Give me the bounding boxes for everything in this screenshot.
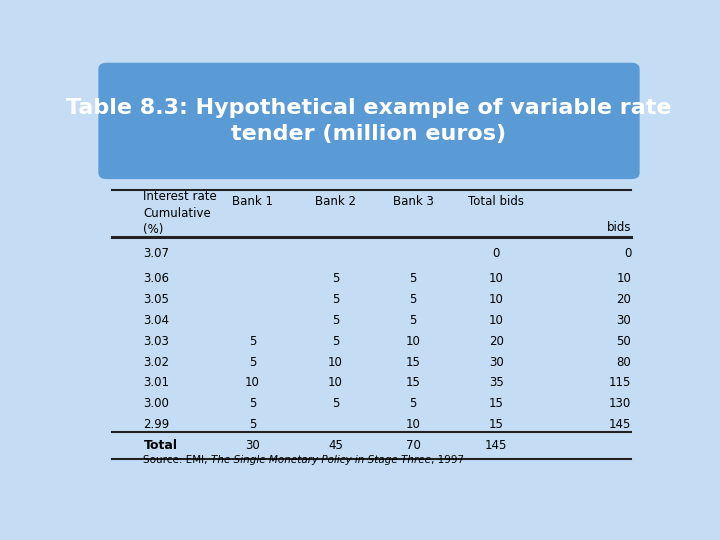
Text: 30: 30 bbox=[489, 356, 504, 369]
Text: Bank 1: Bank 1 bbox=[232, 195, 273, 208]
Text: 3.00: 3.00 bbox=[143, 397, 169, 410]
Text: 3.05: 3.05 bbox=[143, 293, 169, 306]
Text: 10: 10 bbox=[328, 356, 343, 369]
Text: 3.01: 3.01 bbox=[143, 376, 169, 389]
Text: 0: 0 bbox=[492, 247, 500, 260]
Text: Bank 2: Bank 2 bbox=[315, 195, 356, 208]
Text: 3.04: 3.04 bbox=[143, 314, 169, 327]
Text: 0: 0 bbox=[624, 247, 631, 260]
Text: 3.06: 3.06 bbox=[143, 273, 169, 286]
Text: 5: 5 bbox=[410, 273, 417, 286]
Text: 15: 15 bbox=[489, 418, 504, 431]
Text: Table 8.3: Hypothetical example of variable rate
tender (million euros): Table 8.3: Hypothetical example of varia… bbox=[66, 98, 672, 144]
Text: 15: 15 bbox=[406, 356, 420, 369]
Text: 15: 15 bbox=[489, 397, 504, 410]
Text: 20: 20 bbox=[616, 293, 631, 306]
Text: Source: EMI,: Source: EMI, bbox=[143, 455, 211, 465]
Text: 50: 50 bbox=[616, 335, 631, 348]
Text: Total: Total bbox=[143, 439, 177, 452]
FancyBboxPatch shape bbox=[99, 63, 639, 179]
Text: Total bids: Total bids bbox=[468, 195, 524, 208]
Text: 10: 10 bbox=[245, 376, 260, 389]
Text: , 1997: , 1997 bbox=[431, 455, 464, 465]
Text: 5: 5 bbox=[248, 356, 256, 369]
Text: 5: 5 bbox=[410, 397, 417, 410]
Text: 5: 5 bbox=[410, 314, 417, 327]
Text: 5: 5 bbox=[248, 397, 256, 410]
Text: 10: 10 bbox=[406, 418, 420, 431]
Text: 35: 35 bbox=[489, 376, 504, 389]
Text: 15: 15 bbox=[406, 376, 420, 389]
Text: 5: 5 bbox=[332, 273, 339, 286]
Text: 5: 5 bbox=[410, 293, 417, 306]
Text: 5: 5 bbox=[248, 335, 256, 348]
Text: 10: 10 bbox=[489, 273, 504, 286]
Text: 30: 30 bbox=[616, 314, 631, 327]
Text: 5: 5 bbox=[332, 314, 339, 327]
Text: 70: 70 bbox=[406, 439, 420, 452]
Text: 10: 10 bbox=[406, 335, 420, 348]
Text: The Single Monetary Policy in Stage Three: The Single Monetary Policy in Stage Thre… bbox=[211, 455, 431, 465]
Text: 5: 5 bbox=[332, 397, 339, 410]
Text: 3.07: 3.07 bbox=[143, 247, 169, 260]
Text: 10: 10 bbox=[616, 273, 631, 286]
Text: 20: 20 bbox=[489, 335, 504, 348]
Text: 10: 10 bbox=[328, 376, 343, 389]
Text: 3.02: 3.02 bbox=[143, 356, 169, 369]
Text: Interest rate
Cumulative
(%): Interest rate Cumulative (%) bbox=[143, 191, 217, 237]
Text: 5: 5 bbox=[248, 418, 256, 431]
Text: 30: 30 bbox=[245, 439, 260, 452]
Text: bids: bids bbox=[607, 221, 631, 234]
Text: 5: 5 bbox=[332, 293, 339, 306]
Text: 10: 10 bbox=[489, 293, 504, 306]
Text: 45: 45 bbox=[328, 439, 343, 452]
Text: 10: 10 bbox=[489, 314, 504, 327]
Text: 145: 145 bbox=[485, 439, 508, 452]
Text: 115: 115 bbox=[609, 376, 631, 389]
Text: 80: 80 bbox=[616, 356, 631, 369]
Text: 145: 145 bbox=[609, 418, 631, 431]
Text: Bank 3: Bank 3 bbox=[393, 195, 433, 208]
Text: 3.03: 3.03 bbox=[143, 335, 169, 348]
Text: 5: 5 bbox=[332, 335, 339, 348]
Text: 130: 130 bbox=[609, 397, 631, 410]
Text: 2.99: 2.99 bbox=[143, 418, 170, 431]
